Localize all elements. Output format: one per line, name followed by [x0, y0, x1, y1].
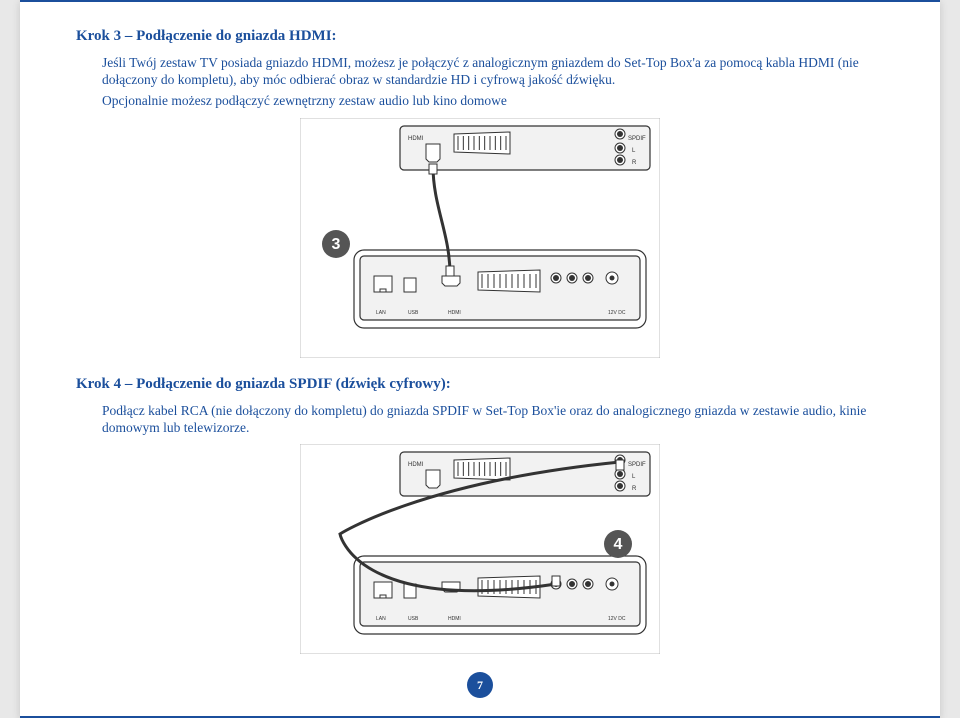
svg-text:SPDIF: SPDIF: [628, 136, 646, 142]
svg-text:LAN: LAN: [376, 616, 386, 622]
svg-text:SPDIF: SPDIF: [628, 462, 646, 468]
step4-paragraph-1: Podłącz kabel RCA (nie dołączony do komp…: [76, 403, 884, 437]
svg-text:LAN: LAN: [376, 310, 386, 316]
svg-text:HDMI: HDMI: [448, 616, 461, 622]
svg-text:USB: USB: [408, 310, 419, 316]
page-number-badge: 7: [467, 672, 493, 698]
svg-text:3: 3: [332, 236, 341, 253]
svg-text:4: 4: [614, 536, 623, 553]
step3-paragraph-1: Jeśli Twój zestaw TV posiada gniazdo HDM…: [76, 55, 884, 89]
top-accent-bar: [20, 0, 940, 2]
svg-text:R: R: [632, 160, 637, 166]
svg-text:12V DC: 12V DC: [608, 310, 626, 316]
document-page: Krok 3 – Podłączenie do gniazda HDMI: Je…: [20, 0, 940, 718]
svg-text:12V DC: 12V DC: [608, 616, 626, 622]
step3-title: Krok 3 – Podłączenie do gniazda HDMI:: [76, 28, 884, 45]
svg-text:HDMI: HDMI: [408, 136, 424, 142]
svg-text:USB: USB: [408, 616, 419, 622]
step4-title: Krok 4 – Podłączenie do gniazda SPDIF (d…: [76, 376, 884, 393]
step3-connection-diagram: HDMISPDIFLRLANUSBHDMI12V DC3: [300, 118, 660, 358]
svg-text:HDMI: HDMI: [408, 462, 424, 468]
step4-connection-diagram: HDMISPDIFLRLANUSBHDMI12V DC4: [300, 444, 660, 654]
step3-paragraph-2: Opcjonalnie możesz podłączyć zewnętrzny …: [76, 93, 884, 110]
svg-text:R: R: [632, 486, 637, 492]
page-number: 7: [477, 678, 483, 693]
svg-text:HDMI: HDMI: [448, 310, 461, 316]
